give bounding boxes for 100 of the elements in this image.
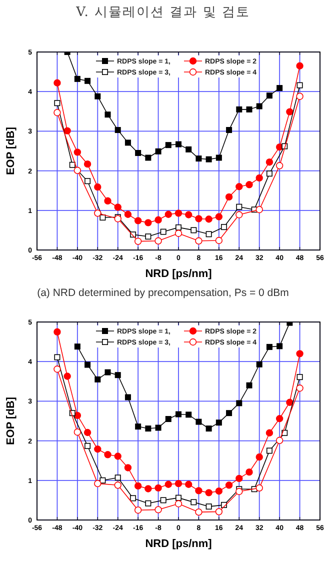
- point: [205, 216, 212, 223]
- point: [134, 217, 142, 224]
- point: [104, 451, 112, 458]
- point: [276, 415, 284, 422]
- point: [155, 424, 162, 431]
- point: [256, 174, 263, 182]
- point: [296, 350, 304, 358]
- point: [84, 442, 91, 449]
- point: [155, 148, 162, 154]
- point: [185, 211, 192, 218]
- point: [236, 488, 243, 496]
- text: (a) NRD determined by precompensation, Ps = 0 dBm: [37, 287, 290, 299]
- point: [124, 210, 132, 218]
- point: [246, 468, 253, 476]
- point: [196, 418, 202, 425]
- point: [104, 197, 112, 204]
- point: [164, 210, 172, 218]
- point: [145, 234, 152, 240]
- point: [69, 162, 76, 168]
- point: [236, 204, 242, 210]
- point: [164, 480, 172, 488]
- point: [100, 214, 106, 221]
- point: [206, 426, 212, 432]
- point: [246, 181, 253, 188]
- point: [256, 206, 263, 214]
- point: [266, 170, 272, 177]
- point: [54, 328, 61, 336]
- point: [246, 382, 252, 388]
- point: [215, 508, 223, 516]
- point: [174, 500, 182, 508]
- point: [176, 224, 182, 230]
- point: [135, 424, 142, 430]
- point: [174, 210, 182, 217]
- point: [176, 494, 182, 501]
- point: [64, 127, 71, 134]
- point: [246, 106, 252, 112]
- point: [206, 231, 212, 238]
- point: [174, 480, 182, 488]
- point: [154, 216, 162, 224]
- point: [84, 362, 91, 368]
- point: [100, 477, 106, 484]
- point: [236, 106, 242, 112]
- point: [104, 112, 111, 118]
- point: [266, 429, 274, 436]
- point: [134, 238, 142, 245]
- point: [276, 343, 283, 350]
- point: [94, 480, 102, 488]
- point: [206, 156, 212, 162]
- point: [190, 499, 197, 506]
- point: [286, 398, 294, 406]
- point: [114, 127, 121, 134]
- point: [124, 394, 131, 400]
- point: [206, 504, 212, 510]
- point: [145, 154, 152, 161]
- point: [276, 436, 284, 444]
- point: [226, 127, 232, 134]
- point: [154, 237, 162, 244]
- point: [160, 228, 166, 235]
- point: [296, 374, 303, 380]
- point: [145, 426, 152, 432]
- point: [165, 142, 172, 148]
- point: [215, 487, 223, 495]
- point: [74, 148, 82, 156]
- point: [114, 452, 122, 460]
- point: [145, 500, 152, 506]
- point: [226, 410, 232, 416]
- x-axis-title: NRD [ps/nm]: [145, 268, 212, 280]
- point: [216, 154, 222, 161]
- point: [186, 412, 192, 418]
- point: [84, 160, 92, 168]
- point: [216, 420, 222, 426]
- point: [190, 227, 197, 234]
- y-axis-title: EOP [dB]: [5, 126, 17, 176]
- point: [84, 78, 91, 84]
- point: [160, 497, 166, 504]
- point: [296, 82, 303, 88]
- point: [135, 150, 142, 156]
- point: [104, 369, 111, 376]
- point: [54, 79, 61, 86]
- point: [236, 211, 243, 218]
- point: [176, 141, 182, 148]
- point: [176, 411, 182, 418]
- point: [130, 495, 136, 502]
- point: [256, 361, 262, 368]
- point: [185, 480, 192, 488]
- point: [256, 103, 262, 110]
- point: [276, 85, 283, 92]
- point: [256, 484, 263, 492]
- point: [94, 210, 102, 217]
- point: [276, 162, 284, 170]
- point: [296, 62, 304, 70]
- point: [196, 156, 202, 162]
- point: [134, 482, 142, 490]
- point: [266, 92, 272, 99]
- point: [94, 376, 101, 382]
- point: [64, 372, 71, 380]
- point: [84, 178, 91, 184]
- point: [195, 215, 202, 222]
- point: [154, 484, 162, 492]
- point: [134, 506, 142, 514]
